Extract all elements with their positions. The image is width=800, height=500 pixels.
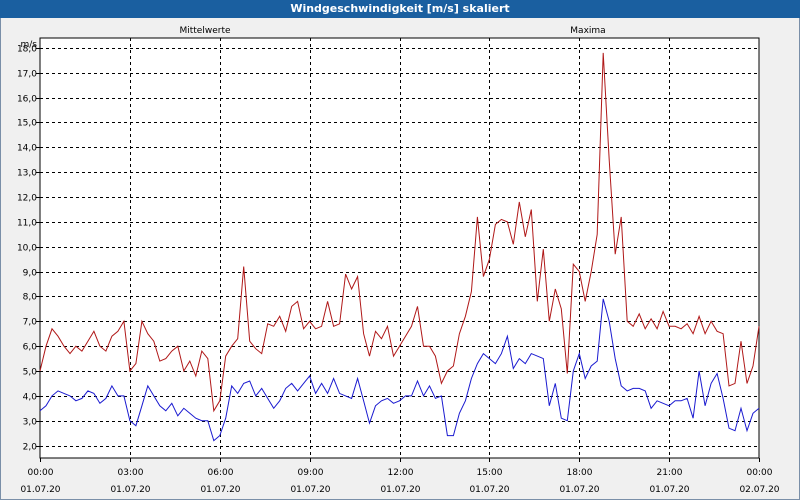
y-tick-label: 7,0 (23, 318, 38, 328)
x-tick-date: 01.07.20 (290, 485, 330, 495)
x-tick-time: 12:00 (388, 468, 414, 478)
legend-label-maxima: Maxima (570, 26, 605, 36)
x-tick-date: 01.07.20 (110, 485, 150, 495)
y-tick-label: 10,0 (17, 244, 37, 254)
x-tick-time: 09:00 (298, 468, 324, 478)
y-tick-label: 9,0 (23, 269, 38, 279)
x-tick-date: 01.07.20 (649, 485, 689, 495)
chart-title: Windgeschwindigkeit [m/s] skaliert (0, 0, 800, 18)
x-tick-date: 01.07.20 (469, 485, 509, 495)
y-tick-label: 17,0 (17, 70, 37, 80)
series-line-maxima (39, 52, 760, 413)
y-tick-label: 8,0 (23, 293, 38, 303)
y-tick-label: 4,0 (23, 393, 38, 403)
y-tick-label: 2,0 (23, 443, 38, 453)
y-tick-label: 11,0 (17, 219, 37, 229)
y-tick-label: 15,0 (17, 119, 37, 129)
x-tick-time: 00:00 (28, 468, 54, 478)
y-tick-label: 13,0 (17, 169, 37, 179)
x-tick-time: 03:00 (118, 468, 144, 478)
y-tick-label: 6,0 (23, 343, 38, 353)
plot-area (39, 37, 760, 459)
x-tick-date: 01.07.20 (380, 485, 420, 495)
x-tick-time: 15:00 (477, 468, 503, 478)
x-tick-date: 01.07.20 (200, 485, 240, 495)
y-tick-label: 12,0 (17, 194, 37, 204)
x-tick-time: 00:00 (747, 468, 773, 478)
y-tick-label: 3,0 (23, 418, 38, 428)
x-tick-date: 02.07.20 (739, 485, 779, 495)
legend-label-mittelwerte: Mittelwerte (179, 26, 230, 36)
y-axis-label: m/s (21, 40, 38, 50)
x-tick-time: 21:00 (657, 468, 683, 478)
y-tick-label: 16,0 (17, 95, 37, 105)
x-tick-date: 01.07.20 (559, 485, 599, 495)
y-tick-label: 18,0 (17, 45, 37, 55)
y-tick-label: 5,0 (23, 368, 38, 378)
x-tick-time: 18:00 (567, 468, 593, 478)
x-tick-time: 06:00 (208, 468, 234, 478)
x-tick-date: 01.07.20 (20, 485, 60, 495)
series-line-mittelwerte (39, 298, 760, 442)
y-tick-label: 14,0 (17, 144, 37, 154)
